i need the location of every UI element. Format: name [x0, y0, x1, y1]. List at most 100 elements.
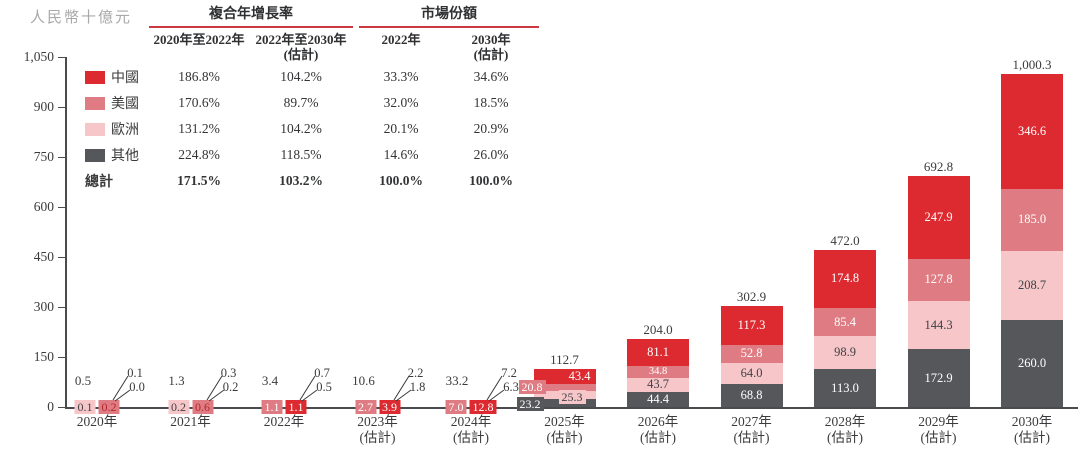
bar-segment-中國 [533, 369, 596, 384]
total-label: 10.6 [352, 373, 375, 388]
segment-label: 68.8 [740, 388, 763, 403]
total-label: 3.4 [261, 373, 279, 388]
leader-label-其他: 0.2 [222, 380, 239, 394]
x-label: 2024年 [450, 414, 492, 429]
tag-chip-row: 7.0 12.8 [445, 400, 497, 414]
x-label: 2030年 [1011, 414, 1053, 429]
total-label: 302.9 [736, 289, 767, 305]
series-name: 歐洲 [111, 123, 139, 138]
segment-label: 98.9 [834, 345, 856, 360]
x-label-sub: (估計) [1014, 430, 1050, 445]
x-label: 2029年 [918, 414, 959, 429]
leader-lines [486, 375, 505, 402]
segment-label: 208.7 [1017, 278, 1047, 293]
bar-segment-歐洲 [720, 362, 783, 385]
x-label: 2023年 [357, 414, 398, 429]
bar-segment-美國 [1001, 189, 1063, 251]
segment-label: 127.8 [924, 272, 953, 287]
tag-chip-row: 0.1 0.2 [74, 400, 120, 414]
x-label: 2028年 [824, 414, 866, 429]
segment-label: 81.1 [647, 345, 669, 360]
bar-segment-美國 [907, 258, 970, 302]
segment-label: 43.4 [568, 369, 591, 384]
share-value: 34.6% [473, 69, 509, 84]
x-label-sub: (估計) [453, 430, 489, 445]
x-label: 2021年 [170, 414, 211, 429]
segment-label: 44.4 [647, 392, 669, 407]
segment-label: 117.3 [737, 318, 766, 333]
total-label: 112.7 [550, 352, 579, 368]
bar-segment-其他 [627, 392, 689, 407]
segment-label: 247.9 [924, 209, 953, 224]
segment-label: 34.8 [648, 366, 668, 378]
segment-label-chip: 23.2 [516, 397, 544, 411]
x-label: 2025年 [544, 414, 585, 429]
y-tick-label: 0 [47, 399, 54, 414]
tag-chip-歐洲: 0.2 [168, 400, 189, 414]
share-value: 14.6% [383, 147, 419, 162]
segment-label: 346.6 [1017, 123, 1047, 138]
tag-chip-中國: 1.1 [285, 400, 307, 414]
table-group-header-cagr: 複合年增長率 [149, 3, 353, 28]
tag-chip-美國: 7.0 [445, 400, 467, 414]
table-column-header: 2020年至2022年 [153, 32, 245, 47]
total-row-value: 171.5% [177, 173, 221, 188]
y-tick [58, 356, 65, 358]
y-tick-label: 900 [33, 99, 54, 114]
cagr-value: 104.2% [280, 69, 322, 84]
series-name: 其他 [111, 149, 139, 164]
segment-label: 172.9 [924, 370, 953, 385]
segment-label: 174.8 [830, 271, 860, 286]
total-label: 692.8 [923, 159, 954, 175]
x-label-sub: (估計) [546, 430, 583, 445]
y-tick-label: 1,050 [23, 49, 54, 64]
share-value: 32.0% [383, 95, 419, 110]
bar-segment-中國 [814, 249, 876, 308]
tag-chip-row: 2.7 3.9 [355, 400, 400, 414]
bar-segment-中國 [907, 176, 970, 259]
tag-chip-美國: 0.2 [98, 400, 120, 414]
share-value: 33.3% [383, 69, 419, 84]
legend-row-中國: 中國 [85, 64, 149, 90]
total-label: 1.3 [168, 373, 185, 388]
cagr-value: 89.7% [283, 95, 319, 110]
x-label: 2026年 [637, 414, 679, 429]
tag-chip-row: 1.1 1.1 [261, 400, 307, 414]
tag-chip-美國: 2.7 [355, 400, 376, 414]
segment-label: 144.3 [924, 317, 953, 332]
x-label-sub: (估計) [640, 430, 676, 445]
y-tick [58, 256, 65, 258]
total-row-value: 100.0% [379, 173, 423, 188]
bar-segment-其他 [720, 384, 783, 407]
x-label-sub: (估計) [920, 430, 957, 445]
y-tick-label: 150 [33, 349, 54, 364]
x-axis [65, 407, 1078, 409]
y-tick [58, 206, 65, 208]
y-tick [58, 106, 65, 108]
legend-swatch [85, 122, 105, 136]
bar-segment-歐洲 [1001, 250, 1063, 321]
table-column-header: 2022年至2030年 (估計) [255, 32, 347, 62]
leader-lines [299, 375, 318, 402]
y-tick-label: 600 [33, 199, 54, 214]
y-tick [58, 56, 65, 58]
bar-segment-其他 [907, 349, 970, 407]
bar-segment-其他 [1001, 320, 1063, 407]
segment-label: 185.0 [1017, 212, 1047, 227]
table-group-header-share: 市場份額 [359, 3, 539, 28]
tag-chip-中國: 3.9 [379, 400, 400, 414]
segment-label: 85.4 [834, 314, 856, 329]
share-value: 20.9% [473, 121, 509, 136]
leader-label-歐洲: 7.2 [501, 366, 517, 380]
leader-label-中國: 0.3 [220, 366, 237, 380]
bar-segment-中國 [627, 339, 689, 367]
tag-chip-美國: 1.1 [261, 400, 283, 414]
cagr-value: 131.2% [178, 121, 220, 136]
bar-segment-中國 [720, 306, 783, 346]
legend-swatch [85, 96, 105, 110]
y-tick-label: 300 [33, 299, 54, 314]
unit-label: 人民幣十億元 [30, 10, 133, 26]
leader-label-中國: 0.1 [127, 366, 143, 380]
bar-segment-美國 [627, 366, 689, 378]
